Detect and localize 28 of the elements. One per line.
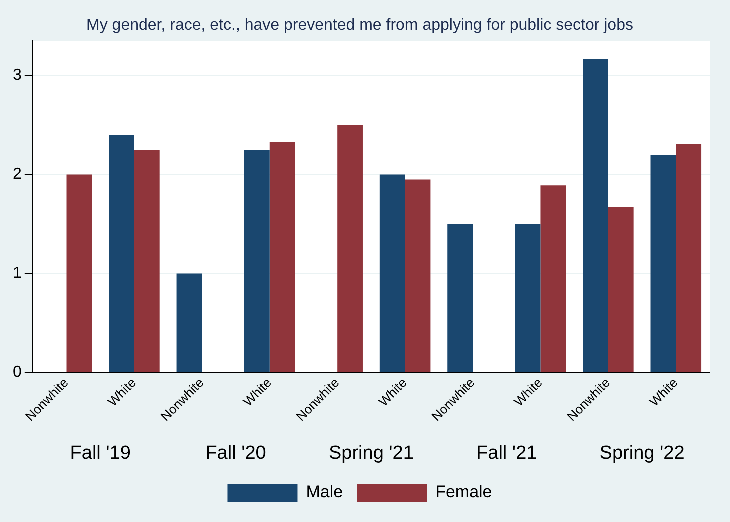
y-tick-label: 3 — [12, 67, 22, 84]
text: Fall '21 — [476, 443, 538, 464]
bar — [405, 180, 431, 372]
bar — [608, 207, 634, 372]
bar — [583, 59, 608, 372]
text: Spring '21 — [328, 443, 414, 464]
chart-title: My gender, race, etc., have prevented me from applying for public sector jobs — [86, 17, 634, 34]
bar — [676, 144, 702, 372]
bar — [448, 224, 474, 372]
bar — [244, 150, 270, 372]
text: Fall '20 — [206, 443, 266, 464]
bar — [134, 150, 160, 372]
text: Fall '19 — [70, 443, 131, 464]
y-tick-label: 0 — [12, 364, 22, 382]
bar — [515, 224, 541, 372]
bar — [338, 125, 363, 372]
bar — [540, 186, 566, 372]
y-tick-label: 2 — [12, 166, 22, 184]
legend-label: Female — [436, 482, 492, 502]
legend-label: Male — [306, 482, 344, 502]
y-tick-label: 1 — [12, 265, 22, 282]
bar — [380, 174, 406, 372]
bar — [66, 174, 92, 372]
text: Spring '22 — [600, 443, 685, 464]
bar — [176, 274, 202, 372]
bar — [270, 142, 296, 372]
bar — [650, 154, 676, 372]
bar — [109, 135, 134, 372]
